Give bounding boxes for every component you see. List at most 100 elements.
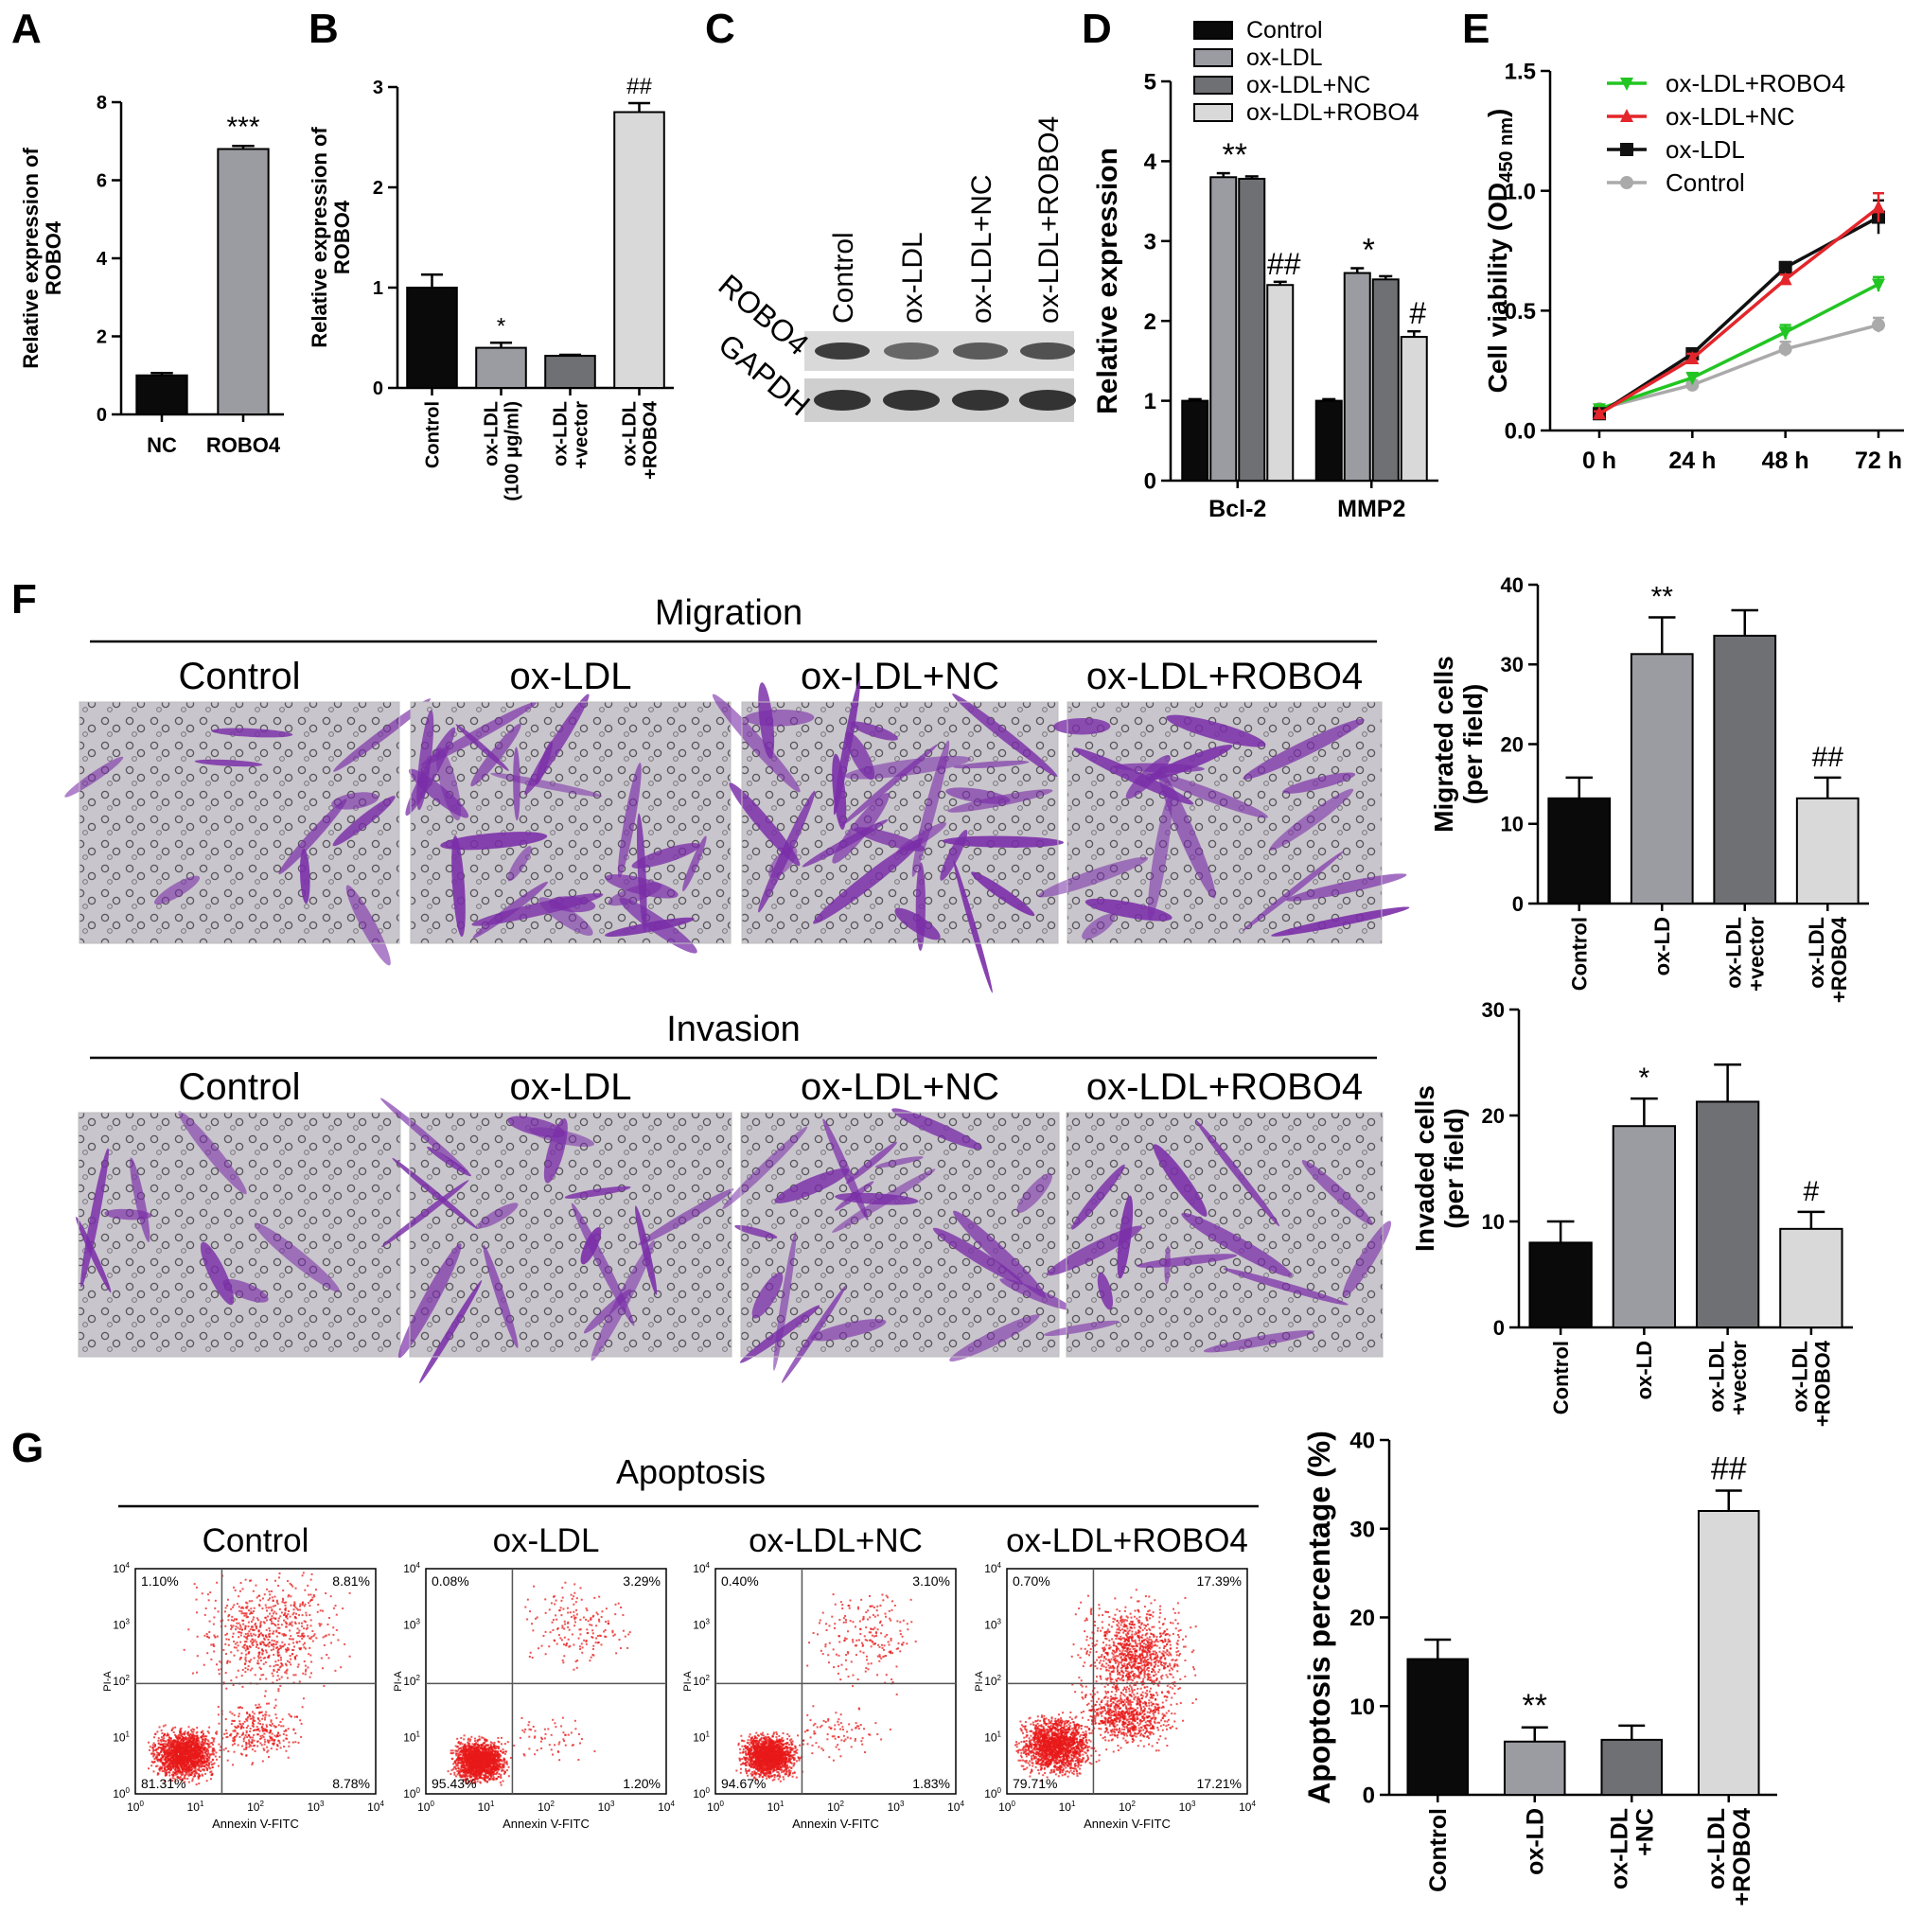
event-dot	[271, 1620, 273, 1623]
event-dot	[310, 1599, 313, 1602]
event-dot	[224, 1633, 227, 1636]
event-dot	[185, 1742, 188, 1745]
event-dot	[299, 1719, 302, 1722]
event-dot	[244, 1656, 247, 1659]
event-dot	[242, 1644, 245, 1647]
stained-cell	[1282, 772, 1356, 794]
stained-cell	[1043, 1320, 1120, 1337]
event-dot	[160, 1748, 163, 1750]
event-dot	[203, 1768, 205, 1771]
event-dot	[261, 1597, 264, 1600]
invasion-condition-label: ox-LDL	[510, 1066, 632, 1108]
event-dot	[490, 1748, 493, 1750]
event-dot	[277, 1584, 280, 1587]
event-dot	[246, 1638, 249, 1641]
event-dot	[178, 1758, 181, 1761]
event-dot	[271, 1732, 273, 1735]
event-dot	[184, 1775, 186, 1778]
stained-cell	[1097, 1272, 1114, 1310]
event-dot	[491, 1748, 494, 1751]
event-dot	[234, 1729, 237, 1731]
event-dot	[250, 1620, 253, 1623]
event-dot	[224, 1718, 227, 1721]
event-dot	[261, 1723, 264, 1726]
event-dot	[202, 1774, 204, 1777]
bar	[475, 346, 527, 390]
event-dot	[458, 1742, 461, 1745]
stained-cell	[1147, 795, 1173, 921]
significance-mark: *	[1639, 1063, 1650, 1094]
event-dot	[477, 1767, 480, 1770]
event-dot	[495, 1771, 498, 1774]
event-dot	[232, 1730, 235, 1732]
event-dot	[454, 1767, 457, 1770]
event-dot	[254, 1623, 256, 1625]
event-dot	[191, 1728, 194, 1730]
event-dot	[155, 1748, 158, 1751]
event-dot	[231, 1744, 234, 1747]
event-dot	[180, 1748, 183, 1750]
event-dot	[176, 1744, 179, 1747]
event-dot	[204, 1750, 207, 1753]
event-dot	[180, 1773, 183, 1776]
event-dot	[284, 1611, 287, 1614]
event-dot	[267, 1642, 270, 1645]
event-dot	[332, 1626, 335, 1629]
y-tick-label: 3	[373, 78, 383, 98]
event-dot	[253, 1723, 256, 1726]
event-dot	[203, 1765, 206, 1767]
event-dot	[245, 1614, 248, 1617]
event-dot	[165, 1748, 168, 1751]
event-dot	[178, 1767, 181, 1770]
stained-cell	[832, 1168, 936, 1233]
event-dot	[248, 1746, 251, 1748]
event-dot	[203, 1735, 205, 1738]
event-dot	[207, 1740, 210, 1743]
event-dot	[292, 1674, 295, 1677]
quadrant-lower-right: 8.78%	[332, 1776, 370, 1791]
event-dot	[233, 1719, 236, 1722]
stained-cell	[1157, 768, 1216, 899]
event-dot	[264, 1716, 267, 1719]
event-dot	[190, 1754, 193, 1757]
event-dot	[504, 1750, 507, 1753]
event-dot	[213, 1634, 216, 1637]
event-dot	[296, 1642, 299, 1644]
event-dot	[469, 1745, 472, 1748]
event-dot	[271, 1738, 273, 1741]
event-dot	[238, 1726, 240, 1729]
event-dot	[281, 1664, 284, 1667]
event-dot	[270, 1643, 273, 1646]
event-dot	[259, 1599, 262, 1602]
event-dot	[179, 1764, 182, 1766]
bar	[135, 374, 188, 415]
stained-cell	[76, 1217, 112, 1293]
event-dot	[273, 1668, 275, 1671]
event-dot	[200, 1748, 203, 1750]
event-dot	[177, 1737, 180, 1740]
event-dot	[249, 1669, 252, 1672]
significance-mark: ##	[1267, 247, 1301, 281]
bar	[1600, 1738, 1664, 1796]
event-dot	[206, 1635, 209, 1638]
stained-cell	[832, 793, 890, 864]
event-dot	[337, 1639, 340, 1642]
event-dot	[490, 1765, 493, 1768]
event-dot	[485, 1772, 488, 1775]
event-dot	[281, 1718, 284, 1721]
event-dot	[169, 1745, 172, 1748]
event-dot	[203, 1613, 206, 1616]
event-dot	[191, 1765, 194, 1768]
event-dot	[289, 1615, 291, 1618]
event-dot	[253, 1733, 256, 1736]
event-dot	[174, 1766, 177, 1769]
event-dot	[482, 1736, 485, 1739]
event-dot	[195, 1740, 198, 1743]
event-dot	[175, 1771, 178, 1774]
event-dot	[304, 1589, 307, 1591]
image-border	[79, 701, 400, 944]
event-dot	[185, 1741, 188, 1744]
event-dot	[156, 1760, 159, 1763]
event-dot	[161, 1749, 164, 1752]
